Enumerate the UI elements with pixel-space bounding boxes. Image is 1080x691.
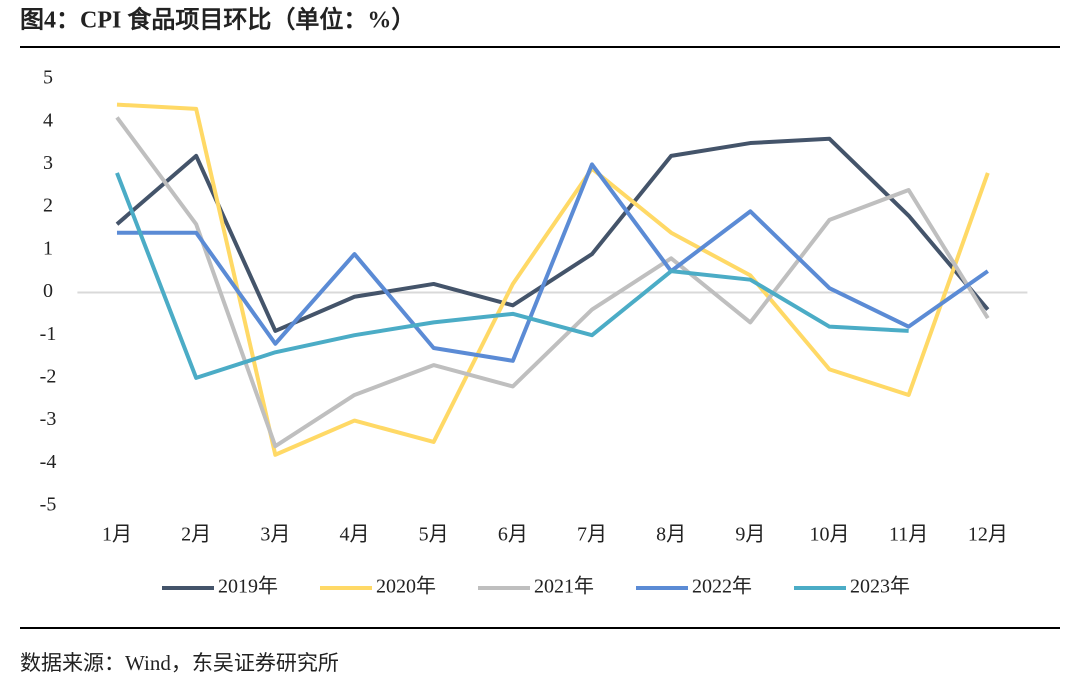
x-tick-label: 9月 bbox=[735, 524, 765, 546]
x-tick-label: 1月 bbox=[102, 524, 132, 546]
y-tick-label: 4 bbox=[43, 109, 53, 131]
legend-label: 2019年 bbox=[218, 575, 278, 598]
y-tick-label: 5 bbox=[43, 67, 53, 89]
y-tick-label: 1 bbox=[43, 237, 53, 259]
x-tick-label: 2月 bbox=[181, 524, 211, 546]
legend-label: 2023年 bbox=[850, 575, 910, 598]
y-tick-label: -1 bbox=[40, 323, 57, 345]
y-tick-label: -4 bbox=[40, 451, 57, 473]
y-tick-label: -5 bbox=[40, 494, 57, 516]
chart-title: 图4：CPI 食品项目环比（单位：%） bbox=[20, 6, 415, 34]
x-tick-label: 11月 bbox=[889, 524, 928, 546]
x-tick-label: 10月 bbox=[809, 524, 849, 546]
x-tick-label: 3月 bbox=[260, 524, 290, 546]
series-line bbox=[115, 172, 909, 380]
series-line bbox=[115, 116, 990, 449]
series-line bbox=[116, 162, 989, 363]
x-tick-label: 5月 bbox=[419, 524, 449, 546]
series-line bbox=[116, 102, 990, 457]
y-tick-label: 3 bbox=[43, 152, 53, 174]
y-tick-label: -3 bbox=[40, 408, 57, 430]
y-tick-label: 0 bbox=[43, 280, 53, 302]
x-tick-label: 12月 bbox=[968, 524, 1008, 546]
x-tick-label: 4月 bbox=[339, 524, 369, 546]
x-tick-label: 6月 bbox=[498, 524, 528, 546]
series-line bbox=[115, 136, 990, 333]
legend-label: 2022年 bbox=[692, 575, 752, 598]
x-tick-label: 7月 bbox=[577, 524, 607, 546]
y-tick-label: 2 bbox=[43, 195, 53, 217]
source: 数据来源：Wind，东吴证券研究所 bbox=[20, 651, 339, 675]
y-tick-label: -2 bbox=[40, 365, 57, 387]
legend-label: 2021年 bbox=[534, 575, 594, 598]
legend-label: 2020年 bbox=[376, 575, 436, 598]
x-tick-label: 8月 bbox=[656, 524, 686, 546]
